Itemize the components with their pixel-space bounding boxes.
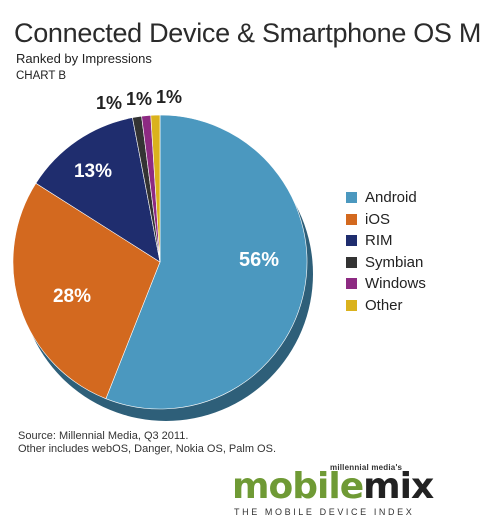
legend-item-ios: iOS [346, 209, 426, 231]
pie-slice-other [150, 114, 161, 263]
legend-swatch [346, 299, 357, 311]
legend-swatch [346, 213, 357, 225]
logo-wordmark: mobilemix [232, 466, 434, 507]
logo-word-part1: mobile [232, 466, 364, 507]
data-label-windows: 1% [126, 89, 152, 109]
legend-swatch [346, 278, 357, 290]
legend-swatch [346, 192, 357, 204]
data-label-other: 1% [156, 87, 182, 107]
legend-item-windows: Windows [346, 273, 426, 295]
mobilemix-logo: millennial media's mobilemix THE MOBILE … [232, 463, 480, 523]
pie-slice-android [105, 114, 308, 410]
chart-title: Connected Device & Smartphone OS Mix [14, 18, 482, 48]
logo-word-part2: mix [363, 466, 434, 507]
legend-label: Android [365, 189, 417, 207]
legend-label: Windows [365, 275, 426, 293]
legend-item-rim: RIM [346, 230, 426, 252]
legend-label: iOS [365, 210, 391, 228]
data-label-ios: 28% [53, 286, 91, 307]
legend-swatch [346, 256, 357, 268]
source-line: Source: Millennial Media, Q3 2011. [18, 430, 189, 442]
legend-label: Other [365, 296, 403, 314]
chart-subtitle: Ranked by Impressions [16, 51, 152, 66]
data-label-rim: 13% [74, 161, 112, 182]
legend-label: RIM [365, 232, 393, 250]
source-note: Source: Millennial Media, Q3 2011. Other… [18, 430, 276, 456]
data-label-symbian: 1% [96, 93, 122, 113]
pie-slice-ios [12, 182, 161, 400]
legend-item-symbian: Symbian [346, 252, 426, 274]
pie-slice-rim [35, 117, 161, 263]
logo-tagline: THE MOBILE DEVICE INDEX [234, 507, 415, 517]
legend-label: Symbian [365, 253, 424, 271]
legend-item-other: Other [346, 295, 426, 317]
chart-label: CHART B [16, 70, 67, 82]
source-other-note: Other includes webOS, Danger, Nokia OS, … [18, 443, 277, 455]
chart-legend: Android iOS RIM Symbian Windows Other [346, 187, 426, 316]
legend-item-android: Android [346, 187, 426, 209]
legend-swatch [346, 235, 357, 247]
data-label-android: 56% [239, 249, 279, 271]
logo-small-text: millennial media's [330, 463, 403, 472]
